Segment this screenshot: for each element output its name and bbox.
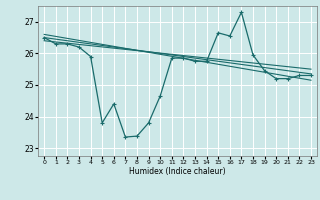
X-axis label: Humidex (Indice chaleur): Humidex (Indice chaleur) (129, 167, 226, 176)
